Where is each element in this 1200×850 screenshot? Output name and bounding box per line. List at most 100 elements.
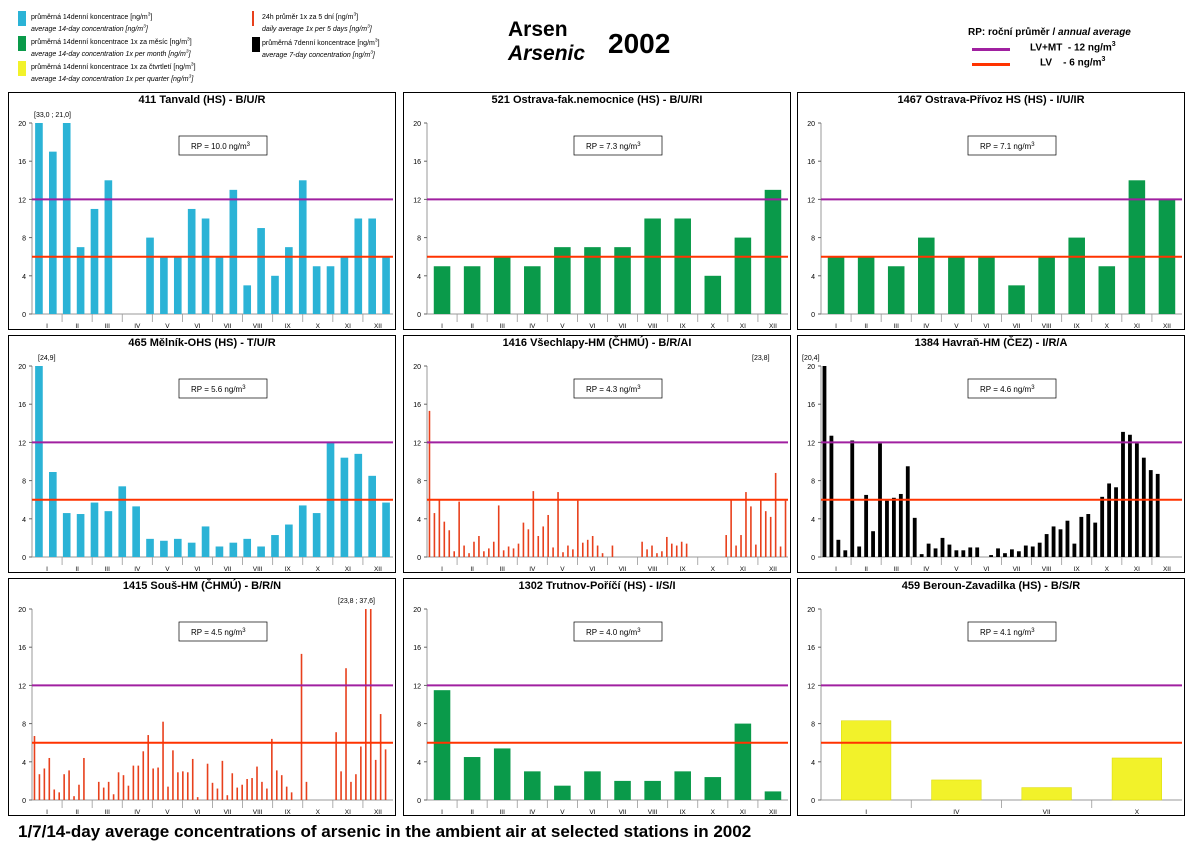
bar: [473, 541, 475, 557]
bar: [680, 541, 683, 557]
bar: [586, 539, 589, 557]
bar: [734, 723, 752, 800]
bar: [229, 189, 238, 314]
bar: [285, 524, 293, 557]
month-label: XII: [1163, 323, 1171, 330]
legend-black-cs: průměrná 7denní koncentrace [ng/m3]: [262, 39, 380, 48]
bar: [35, 366, 43, 557]
bar: [78, 784, 80, 800]
bar: [584, 247, 601, 314]
bar: [236, 787, 239, 800]
month-label: V: [954, 323, 959, 330]
chart-title: 1302 Trutnov-Poříčí (HS) - I/S/I: [518, 580, 675, 592]
bar: [1021, 787, 1072, 801]
month-label: VIII: [253, 323, 263, 330]
bar: [734, 237, 752, 314]
y-tick-label: 20: [807, 364, 815, 371]
bar: [940, 537, 945, 557]
bar: [453, 551, 455, 557]
month-label: IV: [134, 809, 141, 816]
bar: [769, 516, 772, 557]
bar: [581, 542, 584, 557]
bar: [1037, 542, 1042, 557]
bar: [1107, 483, 1112, 557]
bar: [104, 511, 113, 557]
bar: [685, 543, 688, 557]
bar: [35, 123, 43, 314]
bar: [261, 781, 263, 800]
month-label: III: [893, 566, 899, 573]
rp-value: RP = 4.6 ng/m3: [980, 385, 1035, 394]
bar: [177, 772, 179, 800]
month-label: IV: [953, 809, 960, 816]
bar: [740, 535, 742, 557]
y-tick-label: 16: [18, 159, 26, 166]
rp-value: RP = 4.1 ng/m3: [980, 628, 1035, 637]
bar: [340, 771, 342, 800]
month-label: VI: [589, 566, 595, 573]
bar: [843, 550, 848, 557]
rp-box: [178, 621, 268, 642]
bar: [215, 256, 224, 314]
month-label: XI: [740, 809, 746, 816]
bar: [1141, 457, 1146, 557]
bar: [614, 247, 631, 314]
chart-title: 465 Mělník-OHS (HS) - T/U/R: [128, 337, 275, 349]
month-label: IV: [529, 809, 536, 816]
bar: [162, 721, 164, 800]
bar: [298, 180, 307, 314]
bar: [1121, 431, 1125, 557]
bar: [483, 551, 485, 557]
bar: [243, 538, 252, 557]
bar: [196, 797, 199, 800]
bar: [675, 545, 678, 557]
bar: [931, 779, 982, 801]
y-tick-label: 20: [807, 121, 815, 128]
bar: [187, 542, 196, 557]
chart-title: 1467 Ostrava-Přívoz HS (HS) - I/U/IR: [897, 94, 1084, 106]
month-label: VIII: [1042, 323, 1052, 330]
month-label: I: [441, 566, 443, 573]
month-label: IV: [529, 566, 536, 573]
bar: [524, 771, 541, 800]
bar: [368, 475, 376, 557]
bar: [497, 505, 500, 557]
y-tick-label: 4: [22, 274, 26, 281]
bar: [433, 513, 436, 557]
month-label: V: [165, 566, 170, 573]
month-label: X: [711, 323, 716, 330]
month-label: IV: [134, 566, 141, 573]
rp-value: RP = 10.0 ng/m3: [191, 142, 251, 151]
month-label: XII: [769, 809, 777, 816]
y-tick-label: 16: [413, 159, 421, 166]
bar: [443, 521, 446, 557]
bar: [368, 218, 376, 314]
bar: [112, 794, 115, 800]
bar: [122, 775, 125, 800]
panel-border: [797, 335, 1185, 573]
bar: [49, 472, 57, 557]
rp-box: [967, 378, 1057, 399]
limit-line-swatch-lv: [972, 63, 1010, 66]
bar: [591, 535, 594, 557]
bar: [62, 513, 71, 557]
bar: [97, 781, 100, 800]
bar: [857, 546, 862, 557]
y-tick-label: 12: [807, 440, 815, 447]
page-title: Arsen Arsenic: [508, 18, 585, 66]
rp-box: [178, 135, 268, 156]
bar: [557, 492, 559, 557]
month-label: VII: [1013, 323, 1021, 330]
month-label: XI: [1134, 323, 1140, 330]
bar: [572, 549, 574, 557]
month-label: IX: [680, 323, 687, 330]
bar: [187, 208, 196, 314]
legend-green-en: average 14-day concentration 1x per mont…: [31, 49, 191, 58]
y-tick-label: 0: [417, 798, 421, 805]
month-label: V: [560, 809, 565, 816]
bar: [433, 690, 451, 800]
y-tick-label: 4: [811, 274, 815, 281]
bar: [547, 514, 549, 557]
bar: [147, 735, 150, 800]
